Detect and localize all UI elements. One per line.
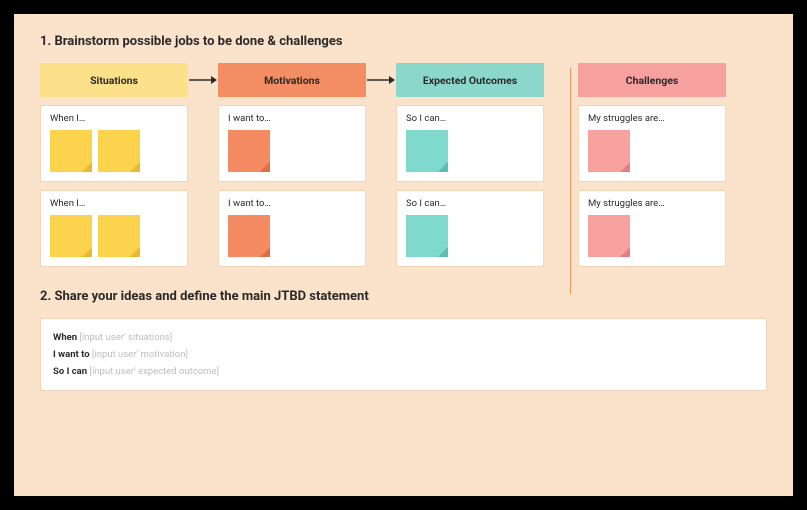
card-challenges-1[interactable]: My struggles are… [578, 105, 726, 182]
col-situations: Situations When I… When I… [40, 63, 188, 267]
sticky-note-icon[interactable] [228, 215, 270, 257]
jtbd-canvas: 1. Brainstorm possible jobs to be done &… [14, 14, 793, 496]
sticky-note-icon[interactable] [228, 130, 270, 172]
card-motivations-1[interactable]: I want to… [218, 105, 366, 182]
sticky-note-icon[interactable] [406, 215, 448, 257]
header-challenges: Challenges [578, 63, 726, 97]
notes-challenges-1 [588, 130, 716, 172]
sticky-note-icon[interactable] [588, 215, 630, 257]
arrow-mot-to-out [366, 63, 396, 97]
sticky-note-icon[interactable] [98, 215, 140, 257]
card-situations-1[interactable]: When I… [40, 105, 188, 182]
arrow-right-icon [367, 73, 395, 87]
notes-motivations-2 [228, 215, 356, 257]
header-situations: Situations [40, 63, 188, 97]
sticky-note-icon[interactable] [98, 130, 140, 172]
prompt-expected-outcomes-2: So I can… [406, 198, 534, 209]
sticky-note-icon[interactable] [50, 130, 92, 172]
stmt-bold: I want to [53, 349, 90, 360]
section2: 2. Share your ideas and define the main … [40, 289, 767, 391]
vertical-divider [570, 68, 571, 294]
prompt-situations-1: When I… [50, 113, 178, 124]
col-motivations: Motivations I want to… I want to… [218, 63, 366, 267]
section1-grid: Situations When I… When I… Motivatio [40, 63, 767, 267]
notes-motivations-1 [228, 130, 356, 172]
card-motivations-2[interactable]: I want to… [218, 190, 366, 267]
col-expected-outcomes: Expected Outcomes So I can… So I can… [396, 63, 544, 267]
prompt-situations-2: When I… [50, 198, 178, 209]
notes-expected-outcomes-2 [406, 215, 534, 257]
prompt-motivations-1: I want to… [228, 113, 356, 124]
stmt-hint: [input user' expected outcome] [89, 366, 219, 377]
stmt-line-socan: So I can [input user' expected outcome] [53, 363, 754, 380]
jtbd-statement-box[interactable]: When [input user' situations] I want to … [40, 318, 767, 391]
prompt-challenges-2: My struggles are… [588, 198, 716, 209]
card-challenges-2[interactable]: My struggles are… [578, 190, 726, 267]
stmt-hint: [input user' motivation] [92, 349, 188, 360]
card-situations-2[interactable]: When I… [40, 190, 188, 267]
section2-title: 2. Share your ideas and define the main … [40, 289, 767, 304]
stmt-line-want: I want to [input user' motivation] [53, 346, 754, 363]
notes-situations-2 [50, 215, 178, 257]
stmt-hint: [input user' situations] [79, 332, 172, 343]
header-expected-outcomes: Expected Outcomes [396, 63, 544, 97]
prompt-expected-outcomes-1: So I can… [406, 113, 534, 124]
section1-title: 1. Brainstorm possible jobs to be done &… [40, 34, 767, 49]
sticky-note-icon[interactable] [50, 215, 92, 257]
col-challenges: Challenges My struggles are… My struggle… [578, 63, 726, 267]
card-expected-outcomes-2[interactable]: So I can… [396, 190, 544, 267]
arrow-right-icon [189, 73, 217, 87]
notes-situations-1 [50, 130, 178, 172]
sticky-note-icon[interactable] [406, 130, 448, 172]
stmt-bold: When [53, 332, 77, 343]
card-expected-outcomes-1[interactable]: So I can… [396, 105, 544, 182]
prompt-motivations-2: I want to… [228, 198, 356, 209]
notes-expected-outcomes-1 [406, 130, 534, 172]
header-motivations: Motivations [218, 63, 366, 97]
sticky-note-icon[interactable] [588, 130, 630, 172]
arrow-sit-to-mot [188, 63, 218, 97]
stmt-line-when: When [input user' situations] [53, 329, 754, 346]
notes-challenges-2 [588, 215, 716, 257]
prompt-challenges-1: My struggles are… [588, 113, 716, 124]
challenges-spacer [544, 63, 578, 64]
stmt-bold: So I can [53, 366, 87, 377]
